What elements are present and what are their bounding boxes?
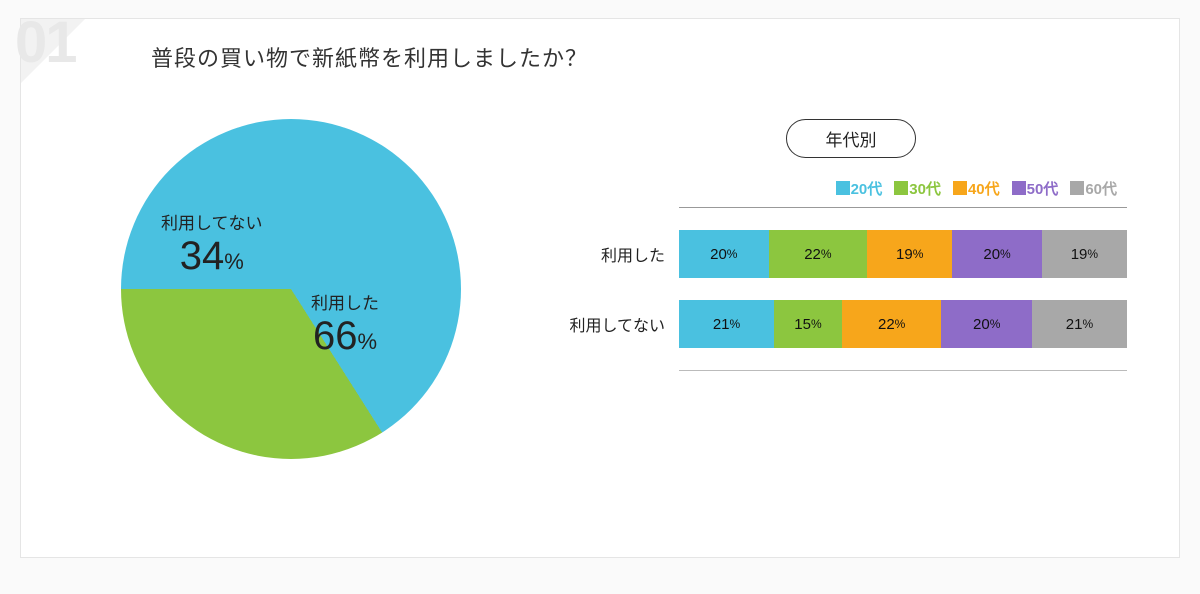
pie-label-used-value: 66% — [311, 314, 379, 359]
bar-segment: 20% — [679, 230, 769, 278]
legend-label: 20代 — [851, 181, 883, 198]
legend-item: 20代 — [836, 181, 889, 198]
legend-swatch — [1012, 181, 1026, 195]
axis-top-line — [679, 207, 1127, 208]
legend-label: 50代 — [1027, 181, 1059, 198]
age-breakdown-title: 年代別 — [786, 119, 916, 158]
bar-segment: 19% — [1042, 230, 1127, 278]
bar-segment: 15% — [774, 300, 842, 348]
legend-item: 60代 — [1070, 181, 1123, 198]
pie-label-used: 利用した 66% — [311, 289, 379, 359]
age-breakdown: 年代別 20代30代40代50代60代 利用した20%22%19%20%19%利… — [561, 119, 1141, 371]
bar-segment: 20% — [941, 300, 1032, 348]
section-number: 01 — [15, 9, 76, 76]
legend-label: 30代 — [909, 181, 941, 198]
legend-swatch — [894, 181, 908, 195]
bar-segment: 22% — [842, 300, 942, 348]
legend-item: 40代 — [953, 181, 1006, 198]
bar-segment: 21% — [1032, 300, 1127, 348]
legend-item: 30代 — [894, 181, 947, 198]
pie-label-notused: 利用してない 34% — [161, 209, 263, 279]
stacked-bar: 20%22%19%20%19% — [679, 230, 1127, 278]
bar-row-label: 利用してない — [561, 312, 679, 336]
pie-label-used-text: 利用した — [311, 289, 379, 314]
bar-segment: 20% — [952, 230, 1042, 278]
bar-row-label: 利用した — [561, 242, 679, 266]
pie-label-notused-text: 利用してない — [161, 209, 263, 234]
axis-bottom-line — [679, 370, 1127, 371]
question-title: 普段の買い物で新紙幣を利用しましたか？ — [151, 41, 588, 73]
legend-swatch — [836, 181, 850, 195]
bar-segment: 19% — [867, 230, 952, 278]
legend-label: 60代 — [1085, 181, 1117, 198]
stacked-bar: 21%15%22%20%21% — [679, 300, 1127, 348]
stacked-bars: 利用した20%22%19%20%19%利用してない21%15%22%20%21% — [561, 230, 1141, 348]
infographic-card: 01 普段の買い物で新紙幣を利用しましたか？ 利用した 66% 利用してない 3… — [20, 18, 1180, 558]
bar-row: 利用してない21%15%22%20%21% — [561, 300, 1141, 348]
legend-item: 50代 — [1012, 181, 1065, 198]
pie-graphic — [121, 119, 461, 459]
pie-chart: 利用した 66% 利用してない 34% — [121, 119, 461, 459]
bar-row: 利用した20%22%19%20%19% — [561, 230, 1141, 278]
legend-label: 40代 — [968, 181, 1000, 198]
bar-segment: 22% — [769, 230, 868, 278]
age-legend: 20代 30代 40代 50代 60代 — [561, 178, 1129, 199]
bar-segment: 21% — [679, 300, 774, 348]
legend-swatch — [1070, 181, 1084, 195]
pie-label-notused-value: 34% — [161, 234, 263, 279]
legend-swatch — [953, 181, 967, 195]
